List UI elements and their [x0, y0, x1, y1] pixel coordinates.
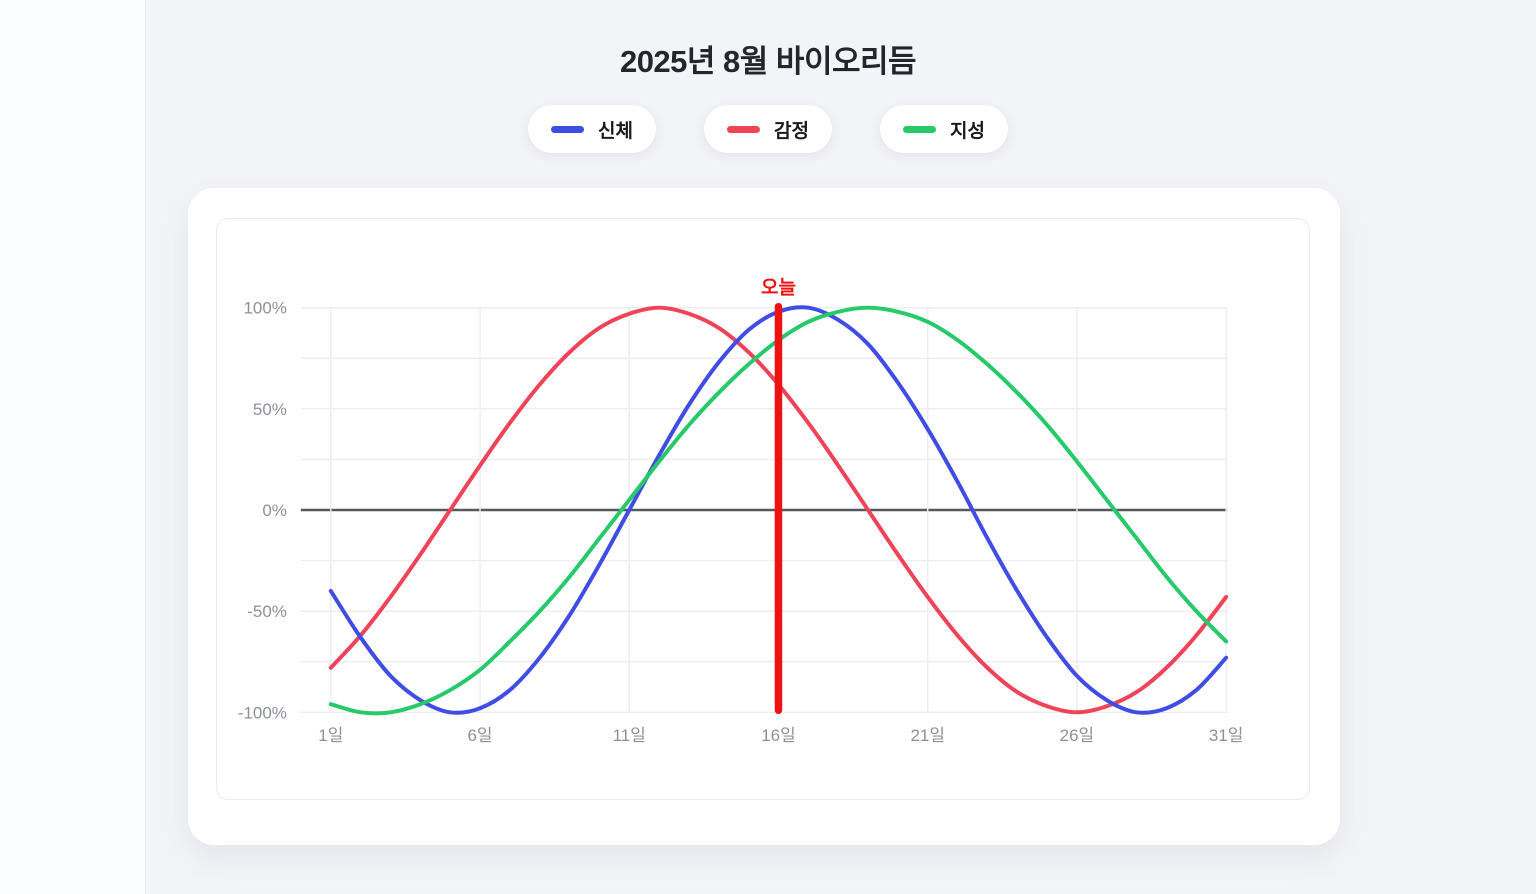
left-panel — [0, 0, 146, 894]
legend-item-physical[interactable]: 신체 — [528, 105, 657, 153]
y-axis-tick-label: 0% — [262, 501, 287, 520]
legend-label: 신체 — [598, 120, 634, 142]
x-axis-tick-label: 1일 — [318, 726, 343, 745]
y-axis-tick-label: 50% — [253, 400, 287, 419]
x-axis-tick-label: 31일 — [1209, 726, 1243, 745]
legend-item-intellectual[interactable]: 지성 — [879, 105, 1008, 153]
x-axis-tick-label: 21일 — [910, 726, 944, 745]
legend-dash-icon — [551, 125, 585, 133]
legend-dash-icon — [902, 125, 936, 133]
x-axis-tick-label: 26일 — [1060, 726, 1094, 745]
y-axis-tick-label: 100% — [244, 299, 287, 318]
legend-label: 지성 — [949, 120, 985, 142]
y-axis-tick-label: -100% — [238, 703, 287, 722]
today-label: 오늘 — [761, 277, 796, 299]
legend-label: 감정 — [774, 120, 809, 142]
x-axis-tick-label: 6일 — [468, 726, 493, 745]
legend-item-emotional[interactable]: 감정 — [704, 105, 832, 153]
legend-dash-icon — [727, 125, 761, 133]
legend: 신체 감정 지성 — [0, 105, 1536, 153]
chart-card: 100% 50% 0% -50% -100% 1일 6일 11일 16일 21일 26일 31일 오늘 — [188, 188, 1340, 845]
chart-container: 100% 50% 0% -50% -100% 1일 6일 11일 16일 21일 26일 31일 오늘 — [216, 218, 1310, 800]
x-axis-tick-label: 16일 — [761, 726, 795, 745]
page-title: 2025년 8월 바이오리듬 — [619, 44, 917, 79]
biorhythm-chart: 100% 50% 0% -50% -100% 1일 6일 11일 16일 21일 26일 31일 오늘 — [238, 277, 1244, 745]
y-axis-tick-label: -50% — [247, 602, 287, 621]
x-axis-tick-label: 11일 — [613, 726, 646, 745]
